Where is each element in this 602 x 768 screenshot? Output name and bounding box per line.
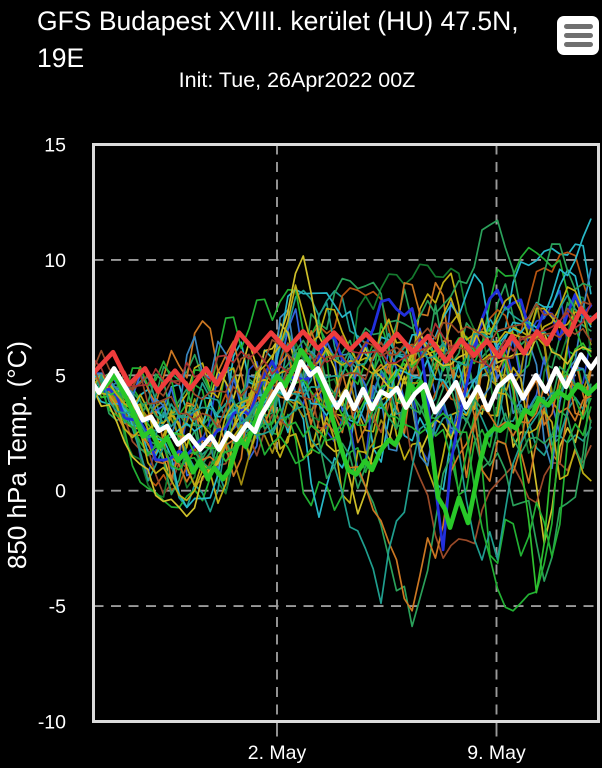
svg-text:10: 10 <box>44 250 66 272</box>
svg-text:-5: -5 <box>49 596 66 618</box>
svg-text:0: 0 <box>55 481 66 503</box>
svg-text:850 hPa Temp. (°C): 850 hPa Temp. (°C) <box>2 341 32 569</box>
svg-text:15: 15 <box>44 135 66 157</box>
svg-text:2. May: 2. May <box>248 742 307 764</box>
svg-text:9. May: 9. May <box>467 742 526 764</box>
svg-text:-10: -10 <box>38 712 66 734</box>
svg-text:5: 5 <box>55 365 66 387</box>
